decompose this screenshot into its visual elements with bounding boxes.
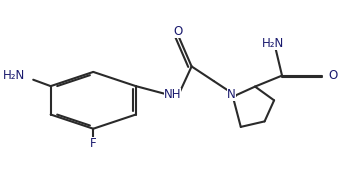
- Text: F: F: [90, 137, 97, 150]
- Text: O: O: [329, 69, 338, 82]
- Text: N: N: [227, 88, 236, 101]
- Text: NH: NH: [164, 88, 181, 101]
- Text: O: O: [174, 25, 183, 38]
- Text: H₂N: H₂N: [3, 69, 25, 82]
- Text: H₂N: H₂N: [261, 37, 284, 50]
